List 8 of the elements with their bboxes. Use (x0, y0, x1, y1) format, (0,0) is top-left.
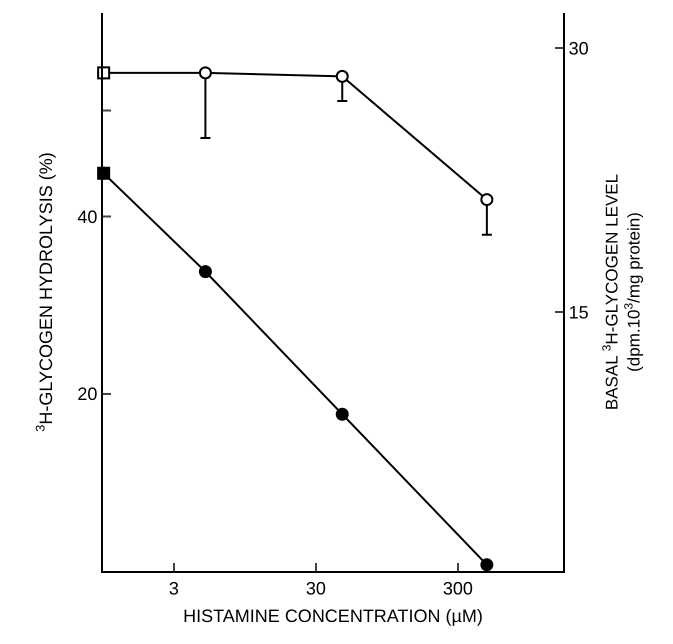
x-tick-label: 300 (442, 578, 473, 599)
x-tick-label: 30 (306, 578, 326, 599)
y-tick-label: 40 (77, 207, 98, 228)
y-tick-label: 20 (77, 384, 98, 404)
y2-tick-label: 15 (568, 302, 589, 323)
x-tick-label: 3 (168, 578, 179, 599)
y2-tick-label: 30 (568, 38, 589, 59)
x-axis-title: HISTAMINE CONCENTRATION (µM) (183, 606, 483, 626)
